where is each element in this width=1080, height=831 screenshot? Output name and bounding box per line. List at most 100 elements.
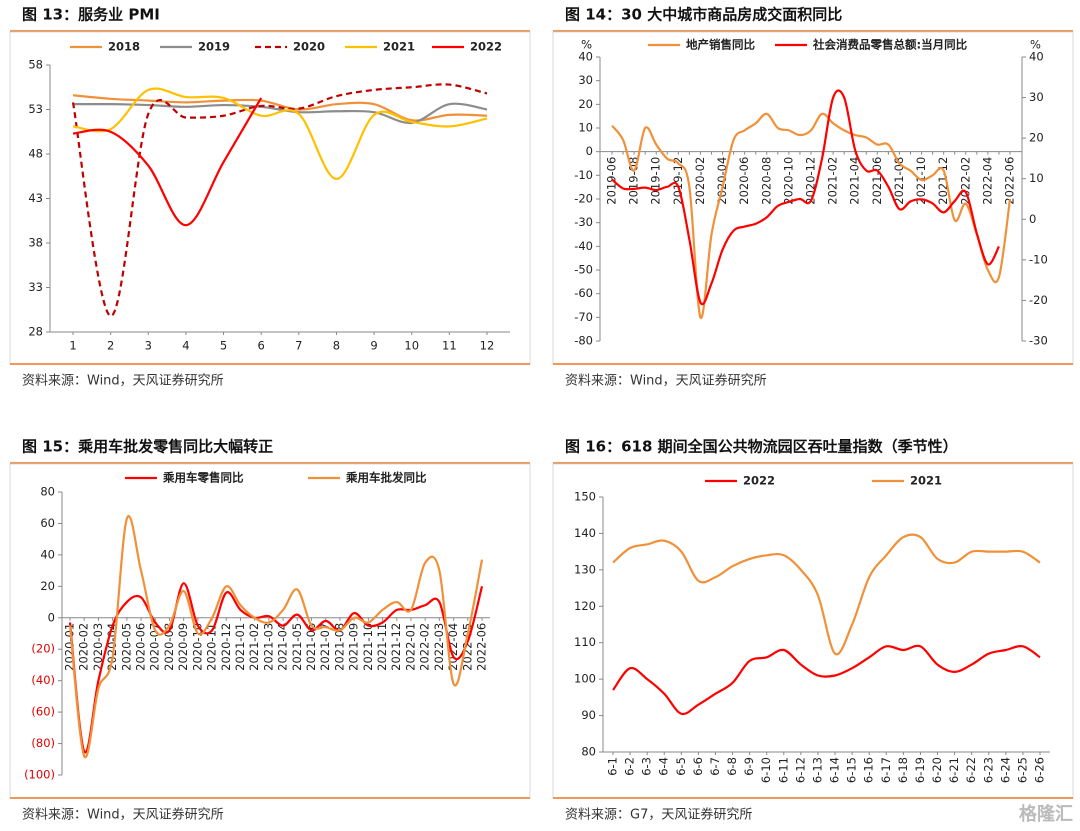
legend-label: 2018	[108, 40, 140, 54]
plot-frame	[552, 463, 1074, 799]
x-tick-label: 10	[404, 339, 419, 353]
x-tick-label: 2021-10	[361, 623, 375, 671]
x-tick-label: 2019-08	[627, 157, 641, 205]
legend-label: 社会消费品零售总额:当月同比	[812, 38, 968, 52]
y-tick-label: -70	[574, 310, 593, 324]
legend-label: 乘用车零售同比	[162, 471, 244, 485]
x-tick-label: 6-7	[708, 757, 722, 776]
y-tick-label: 0	[48, 610, 55, 624]
source: 资料来源：G7，天风证券研究所	[565, 807, 752, 823]
x-tick-label: 6-10	[759, 757, 773, 783]
x-tick-label: 6-18	[896, 757, 910, 783]
y-tick-label: 140	[574, 526, 596, 540]
legend-label: 2022	[743, 474, 775, 488]
x-tick-label: 2022-02	[958, 157, 972, 205]
series-line	[611, 112, 1012, 319]
x-tick-label: 2021-07	[318, 623, 332, 671]
x-tick-label: 2021-06	[304, 623, 318, 671]
x-tick-label: 3	[145, 339, 152, 353]
series-line	[612, 644, 1041, 716]
x-tick-label: 8	[333, 339, 340, 353]
x-tick-label: 2019-06	[605, 157, 619, 205]
x-tick-label: 6-2	[623, 757, 637, 776]
x-tick-label: 2020-08	[162, 623, 176, 671]
y-tick-label: -10	[1029, 252, 1048, 266]
x-tick-label: 6-17	[879, 757, 893, 783]
chart-title: 图 16：618 期间全国公共物流园区吞吐量指数（季节性）	[565, 438, 958, 456]
y-tick-label: 80	[581, 745, 596, 759]
x-tick-label: 2020-06	[134, 623, 148, 671]
x-tick-label: 4	[182, 339, 189, 353]
y-tick-label: -10	[574, 168, 593, 182]
x-tick-label: 11	[442, 339, 457, 353]
x-tick-label: 6-26	[1033, 757, 1047, 783]
x-tick-label: 6-6	[691, 757, 705, 776]
x-tick-label: 2021-08	[892, 157, 906, 205]
y-tick-label: 40	[40, 547, 55, 561]
x-tick-label: 2020-02	[693, 157, 707, 205]
y-tick-label: 58	[28, 58, 43, 72]
x-tick-label: 2022-03	[432, 623, 446, 671]
y-tick-label: 20	[578, 97, 593, 111]
x-tick-label: 2021-06	[870, 157, 884, 205]
x-tick-label: 6-14	[828, 757, 842, 783]
y-tick-label: 33	[28, 280, 43, 294]
x-tick-label: 2022-02	[418, 623, 432, 671]
legend-label: 乘用车批发同比	[345, 471, 427, 485]
x-tick-label: 2021-01	[233, 623, 247, 671]
x-tick-label: 6-3	[640, 757, 654, 776]
x-tick-label: 2019-10	[649, 157, 663, 205]
chart-title: 图 14：30 大中城市商品房成交面积同比	[565, 6, 842, 24]
x-tick-label: 6-15	[845, 757, 859, 783]
x-tick-label: 2020-12	[219, 623, 233, 671]
x-tick-label: 2020-05	[119, 623, 133, 671]
x-tick-label: 2021-11	[375, 623, 389, 671]
x-tick-label: 6-23	[981, 757, 995, 783]
legend-label: 地产销售同比	[686, 38, 755, 52]
y-tick-label: 48	[28, 147, 43, 161]
y-tick-label: 10	[1029, 171, 1044, 185]
x-tick-label: 6-9	[742, 757, 756, 776]
y-tick-label: 20	[1029, 131, 1044, 145]
x-tick-label: 2	[107, 339, 114, 353]
x-tick-label: 6	[258, 339, 265, 353]
x-tick-label: 2021-05	[290, 623, 304, 671]
y-tick-label: 30	[1029, 90, 1044, 104]
y-tick-label: 150	[574, 490, 596, 504]
x-tick-label: 6-16	[862, 757, 876, 783]
y-tick-label: -30	[1029, 334, 1048, 348]
x-tick-label: 6-20	[930, 757, 944, 783]
x-tick-label: 2020-08	[759, 157, 773, 205]
plot-frame	[9, 31, 531, 365]
x-tick-label: 6-4	[657, 757, 671, 776]
chart-title: 图 15：乘用车批发零售同比大幅转正	[22, 438, 273, 456]
x-tick-label: 9	[370, 339, 377, 353]
y-tick-label: 80	[40, 485, 55, 499]
y-tick-label: 28	[28, 325, 43, 339]
y2-unit: %	[1030, 38, 1041, 52]
y-tick-label: 38	[28, 236, 43, 250]
y-tick-label: 0	[1029, 212, 1036, 226]
x-tick-label: 2020-02	[77, 623, 91, 671]
y-tick-label: (40)	[31, 673, 55, 687]
x-tick-label: 2021-04	[276, 623, 290, 671]
x-tick-label: 6-8	[725, 757, 739, 776]
x-tick-label: 2021-12	[389, 623, 403, 671]
x-tick-label: 2020-03	[91, 623, 105, 671]
x-tick-label: 2022-06	[1003, 157, 1017, 205]
x-tick-label: 2022-06	[475, 623, 489, 671]
x-tick-label: 2021-09	[347, 623, 361, 671]
x-tick-label: 2019-12	[671, 157, 685, 205]
source: 资料来源：Wind，天风证券研究所	[22, 373, 224, 389]
chart-title: 图 13：服务业 PMI	[22, 6, 160, 24]
x-tick-label: 2021-02	[247, 623, 261, 671]
y-tick-label: -80	[574, 334, 593, 348]
series-line	[72, 94, 488, 122]
series-line	[72, 87, 488, 181]
legend-label: 2022	[470, 40, 502, 54]
x-tick-label: 2020-10	[781, 157, 795, 205]
y-tick-label: (60)	[31, 705, 55, 719]
y-tick-label: 10	[578, 121, 593, 135]
x-tick-label: 6-5	[674, 757, 688, 776]
